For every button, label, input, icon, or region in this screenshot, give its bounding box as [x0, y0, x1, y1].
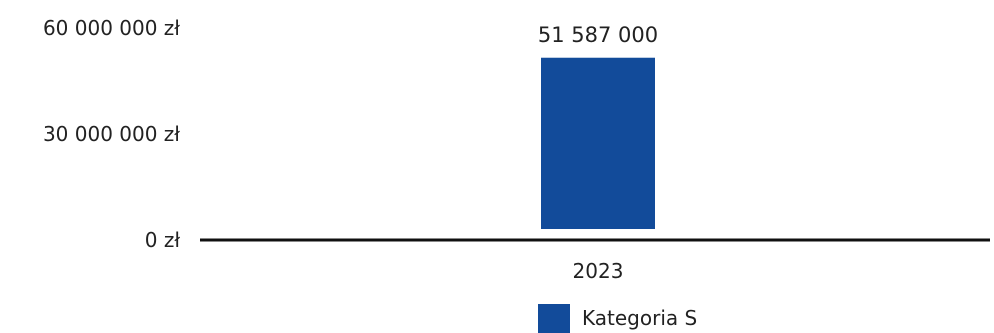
bar-2023 [541, 57, 655, 229]
legend-label-kategoria-s: Kategoria S [582, 306, 698, 330]
legend-swatch-kategoria-s [538, 304, 570, 333]
x-axis-tick-labels: 2023 [573, 259, 624, 283]
y-tick-label: 60 000 000 zł [43, 16, 180, 40]
data-label-2023: 51 587 000 [538, 23, 658, 47]
bars-group [541, 57, 655, 229]
data-labels-group: 51 587 000 [538, 23, 658, 47]
legend: Kategoria S [538, 304, 697, 333]
y-tick-label: 30 000 000 zł [43, 122, 180, 146]
y-axis-tick-labels: 0 zł 30 000 000 zł 60 000 000 zł [43, 16, 180, 252]
x-tick-label-2023: 2023 [573, 259, 624, 283]
y-tick-label: 0 zł [145, 228, 181, 252]
